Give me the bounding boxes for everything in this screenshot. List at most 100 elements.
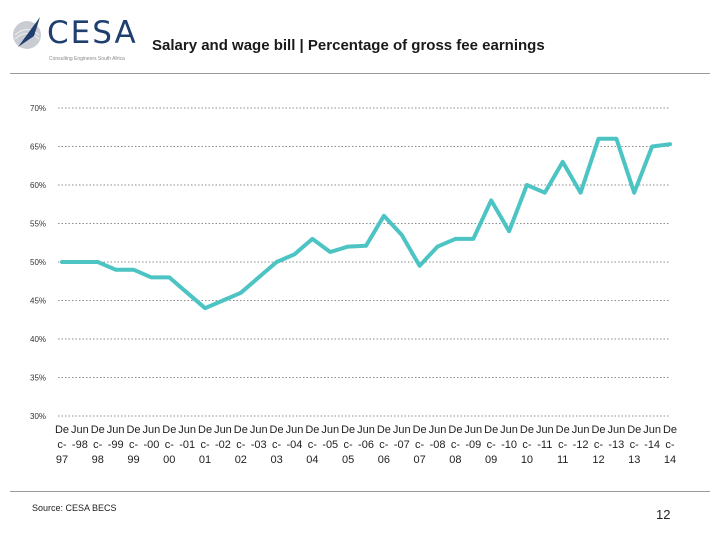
x-tick-label-part: c- xyxy=(200,439,210,451)
x-tick-label-part: Jun xyxy=(71,424,89,436)
x-tick-label: Jun -09 xyxy=(464,424,482,451)
header-divider xyxy=(10,73,710,74)
data-point xyxy=(346,245,350,249)
x-tick-label-part: De xyxy=(198,424,212,436)
x-tick-label: De c- 01 xyxy=(198,424,212,466)
data-point xyxy=(114,268,118,272)
x-tick-label: De c- 97 xyxy=(55,424,69,466)
x-tick-label: De c- 12 xyxy=(591,424,605,466)
x-tick-label-part: Jun xyxy=(107,424,125,436)
x-tick-label-part: 00 xyxy=(163,454,175,466)
x-tick-label-part: Jun xyxy=(178,424,196,436)
x-tick-label-part: 05 xyxy=(342,454,354,466)
y-tick-label: 60% xyxy=(30,181,46,190)
x-tick-label-part: De xyxy=(126,424,140,436)
data-point xyxy=(489,198,493,202)
data-point xyxy=(328,250,332,254)
x-tick-label-part: Jun xyxy=(143,424,161,436)
x-tick-label-part: Jun xyxy=(464,424,482,436)
x-tick-label-part: -02 xyxy=(215,439,231,451)
x-tick-label-part: 09 xyxy=(485,454,497,466)
footer-divider xyxy=(10,491,710,492)
x-tick-label: Jun -07 xyxy=(393,424,411,451)
x-tick-label-part: Jun xyxy=(250,424,268,436)
x-tick-label-part: 97 xyxy=(56,454,68,466)
x-tick-label: De c- 10 xyxy=(520,424,534,466)
x-tick-label: De c- 06 xyxy=(377,424,391,466)
data-point xyxy=(167,275,171,279)
x-tick-label: Jun -13 xyxy=(607,424,625,451)
data-point xyxy=(131,268,136,272)
x-tick-label-part: De xyxy=(162,424,176,436)
x-tick-label-part: c- xyxy=(630,439,640,451)
x-tick-label: De c- 98 xyxy=(91,424,105,466)
data-point xyxy=(364,244,368,248)
logo-wordmark: CESA xyxy=(47,15,138,51)
data-point xyxy=(203,306,207,310)
x-tick-label: De c- 13 xyxy=(627,424,641,466)
x-tick-label-part: Jun xyxy=(607,424,625,436)
x-tick-label-part: -04 xyxy=(287,439,303,451)
x-tick-label-part: c- xyxy=(272,439,282,451)
cesa-logo: CESA Consulting Engineers South Africa xyxy=(10,14,150,68)
x-tick-label: Jun -99 xyxy=(107,424,125,451)
x-tick-label-part: De xyxy=(234,424,248,436)
x-tick-label-part: c- xyxy=(487,439,497,451)
x-tick-label-part: -12 xyxy=(573,439,589,451)
x-tick-label: Jun -10 xyxy=(500,424,518,451)
x-tick-label-part: -00 xyxy=(143,439,159,451)
data-point xyxy=(221,298,225,303)
x-tick-label-part: -06 xyxy=(358,439,374,451)
x-tick-label-part: Jun xyxy=(500,424,518,436)
data-point xyxy=(60,260,64,264)
x-tick-label-part: De xyxy=(627,424,641,436)
x-tick-label-part: De xyxy=(556,424,570,436)
x-tick-label-part: 99 xyxy=(127,454,139,466)
x-tick-label-part: c- xyxy=(129,439,139,451)
x-tick-label: De c- 11 xyxy=(556,424,570,466)
y-tick-label: 65% xyxy=(30,143,46,152)
x-tick-label-part: -11 xyxy=(537,439,552,451)
slide-header: CESA Consulting Engineers South Africa S… xyxy=(0,0,720,74)
x-tick-label-part: Jun xyxy=(286,424,304,436)
data-point xyxy=(292,252,297,256)
x-tick-label: Jun -05 xyxy=(321,424,339,451)
x-tick-label: De c- 03 xyxy=(270,424,284,466)
x-tick-label-part: c- xyxy=(558,439,568,451)
x-tick-label-part: Jun xyxy=(536,424,554,436)
y-tick-label: 45% xyxy=(30,297,46,306)
logo-subtitle: Consulting Engineers South Africa xyxy=(49,56,125,62)
x-tick-label-part: 04 xyxy=(306,454,318,466)
x-tick-label-part: 06 xyxy=(378,454,390,466)
data-point xyxy=(578,191,583,195)
data-point xyxy=(382,214,386,218)
x-tick-label-part: -09 xyxy=(465,439,481,451)
data-point xyxy=(239,291,243,295)
x-tick-label-part: De xyxy=(591,424,605,436)
x-tick-label-part: Jun xyxy=(572,424,590,436)
data-point xyxy=(614,137,618,141)
x-tick-label-part: -07 xyxy=(394,439,410,451)
x-tick-label-part: De xyxy=(484,424,498,436)
x-tick-label-part: Jun xyxy=(214,424,232,436)
page-title: Salary and wage bill | Percentage of gro… xyxy=(152,37,545,54)
x-tick-label-part: -01 xyxy=(179,439,195,451)
x-tick-label-part: 13 xyxy=(628,454,640,466)
x-tick-label-part: 08 xyxy=(449,454,461,466)
x-tick-label-part: c- xyxy=(415,439,425,451)
data-point xyxy=(525,183,529,187)
y-tick-label: 40% xyxy=(30,335,46,344)
x-tick-label-part: De xyxy=(377,424,391,436)
data-point xyxy=(668,142,672,146)
x-tick-label-part: De xyxy=(413,424,427,436)
x-tick-label-part: Jun xyxy=(393,424,411,436)
x-tick-label-part: -10 xyxy=(501,439,517,451)
x-tick-label-part: c- xyxy=(236,439,246,451)
x-tick-label-part: c- xyxy=(594,439,604,451)
y-tick-label: 30% xyxy=(30,412,46,421)
x-tick-label: De c- 00 xyxy=(162,424,176,466)
data-point xyxy=(632,191,636,195)
data-point xyxy=(543,191,547,195)
x-tick-label: Jun -01 xyxy=(178,424,196,451)
